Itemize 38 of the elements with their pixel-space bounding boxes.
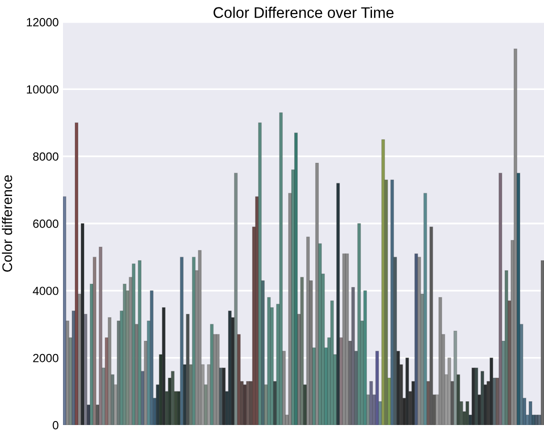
y-tick-label: 10000 bbox=[26, 85, 58, 94]
bar bbox=[345, 253, 349, 425]
bar bbox=[330, 300, 334, 425]
bar bbox=[498, 172, 502, 425]
bar bbox=[300, 276, 304, 425]
bar bbox=[375, 350, 380, 425]
bar bbox=[294, 132, 298, 425]
bar bbox=[279, 112, 283, 425]
bar bbox=[150, 290, 154, 425]
bar bbox=[315, 162, 319, 425]
bar bbox=[234, 172, 238, 425]
bar bbox=[336, 182, 340, 425]
bar bbox=[528, 401, 532, 425]
bar bbox=[180, 256, 184, 425]
bar bbox=[138, 260, 142, 425]
chart-title: Color Difference over Time bbox=[214, 6, 394, 18]
bar bbox=[108, 317, 112, 425]
y-tick-label: 2000 bbox=[33, 354, 58, 362]
bar bbox=[465, 401, 470, 425]
bar bbox=[198, 250, 202, 425]
y-axis-title: Color difference bbox=[2, 175, 12, 272]
y-tick-label: 4000 bbox=[32, 286, 58, 296]
bar bbox=[98, 246, 102, 425]
y-tick-label: 8000 bbox=[33, 152, 58, 161]
bar bbox=[74, 122, 78, 425]
y-tick-label: 0 bbox=[52, 421, 58, 430]
y-tick-label: 6000 bbox=[33, 220, 58, 228]
bar bbox=[80, 223, 84, 425]
bar bbox=[514, 48, 518, 425]
bar bbox=[162, 307, 166, 425]
bar bbox=[258, 122, 262, 425]
bar bbox=[429, 226, 434, 425]
bar bbox=[92, 256, 96, 425]
bar bbox=[363, 290, 367, 425]
bar bbox=[63, 196, 66, 425]
y-tick-label: 12000 bbox=[26, 18, 58, 26]
bar bbox=[423, 192, 428, 425]
bar bbox=[540, 260, 544, 425]
